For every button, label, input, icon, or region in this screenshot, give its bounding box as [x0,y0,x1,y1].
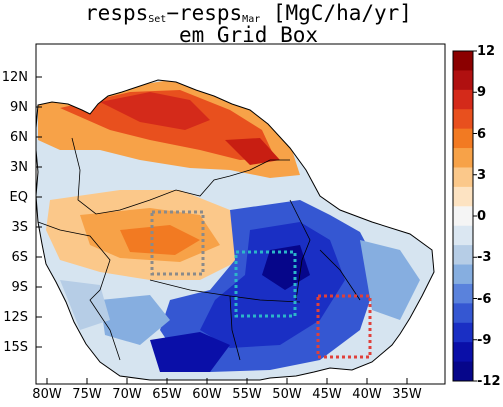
lon-tick-label: 35W [392,387,422,402]
chart-subtitle: em Grid_Box [178,23,319,47]
lon-tick-label: 75W [72,387,102,402]
lat-tick-label: 12S [3,310,28,325]
lat-tick-label: 6N [10,130,28,145]
gray-box [150,210,205,276]
colorbar-tick-label: 6 [477,126,487,142]
cyan-box [234,250,297,318]
colorbar-segment [453,89,473,110]
lat-tick-label: 9N [10,100,28,115]
colorbar-segment [453,51,473,71]
lat-tick-label: 15S [3,340,28,355]
colorbar-tick-label: -6 [477,291,492,307]
colorbar [453,50,477,382]
lat-tick-label: 9S [11,280,28,295]
lat-tick-label: 12N [1,70,28,85]
lat-tick-label: EQ [9,190,28,205]
colorbar-segment [453,128,473,149]
lat-tick-label: 3S [11,220,28,235]
lon-tick-label: 80W [32,387,62,402]
lon-tick-label: 55W [232,387,262,402]
colorbar-tick-label: 9 [477,85,487,101]
colorbar-tick-label: 3 [477,167,487,183]
colorbar-segment [453,342,473,363]
colorbar-segment [453,264,473,285]
lon-tick-label: 65W [152,387,182,402]
colorbar-segment [453,322,473,343]
colorbar-tick-label: 12 [477,44,496,59]
colorbar-segment [453,206,473,227]
colorbar-segment [453,70,473,91]
colorbar-segment [453,186,473,207]
colorbar-tick-label: -9 [477,332,492,348]
colorbar-segment [453,283,473,304]
colorbar-segment [453,361,473,382]
colorbar-segment [453,167,473,188]
lon-tick-label: 60W [192,387,222,402]
colorbar-tick-label: 0 [477,209,487,224]
lon-tick-label: 70W [112,387,142,402]
colorbar-segment [453,225,473,246]
country-borders [37,137,361,361]
colorbar-segment [453,245,473,266]
chart-title: respsSet−respsMar [MgC/ha/yr] [85,1,412,25]
red-box [316,294,372,359]
lat-tick-label: 3N [10,160,28,175]
coastline [35,79,435,381]
lat-tick-label: 6S [11,250,28,265]
colorbar-tick-label: -12 [477,374,501,389]
colorbar-tick-label: -3 [477,250,492,266]
colorbar-segment [453,148,473,168]
lon-tick-label: 50W [272,387,302,402]
colorbar-segment [453,109,473,130]
colorbar-segment [453,303,473,324]
lon-tick-label: 40W [352,387,382,402]
lon-tick-label: 45W [312,387,342,402]
